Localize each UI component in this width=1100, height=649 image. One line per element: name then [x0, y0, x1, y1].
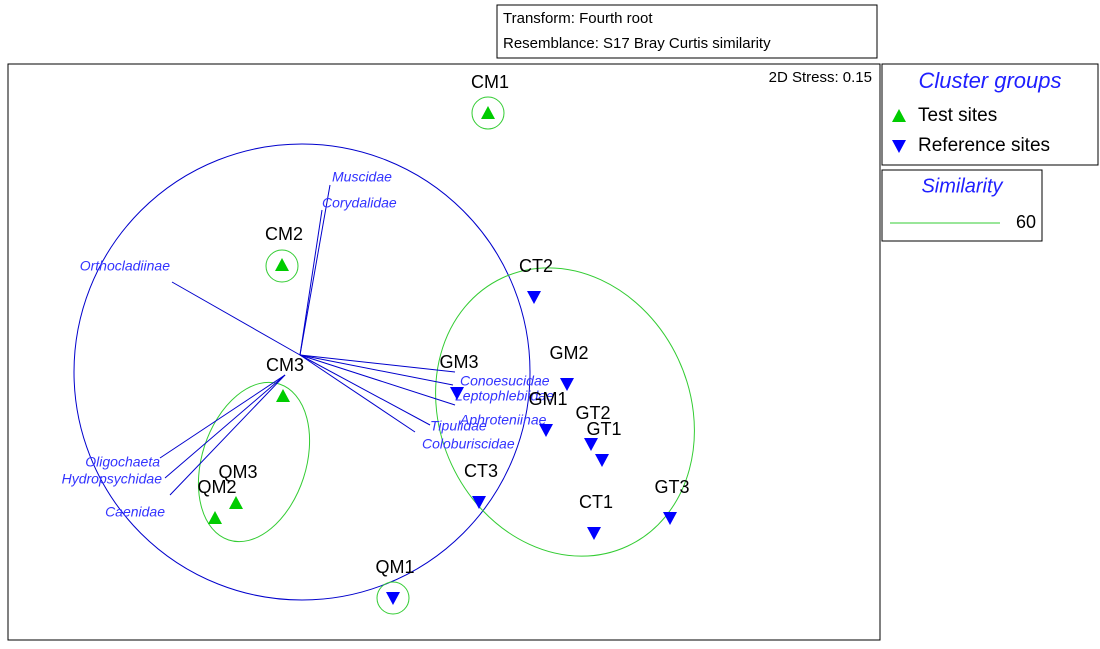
site-label: GT1 [586, 419, 621, 439]
similarity-label: 60 [1016, 212, 1036, 232]
similarity-contour [471, 96, 505, 130]
vector-line [299, 354, 431, 426]
site-marker [275, 258, 289, 271]
legend-title: Cluster groups [918, 68, 1061, 93]
vector-line [299, 354, 456, 406]
vector-label: Corydalidae [322, 195, 397, 211]
site-marker [386, 592, 400, 605]
site-label: GM1 [528, 389, 567, 409]
site-label: CT3 [464, 461, 498, 481]
vector-label: Caenidae [105, 504, 165, 520]
vector-line [169, 374, 286, 496]
site-label: CM1 [471, 72, 509, 92]
similarity-title: Similarity [921, 175, 1003, 197]
site-label: GT3 [654, 477, 689, 497]
vector-label: Oligochaeta [85, 454, 160, 470]
vector-label: Hydropsychidae [62, 471, 163, 487]
vector-line [299, 354, 456, 373]
legend-marker [892, 109, 906, 122]
resemblance-text: Resemblance: S17 Bray Curtis similarity [503, 35, 771, 52]
site-marker [587, 527, 601, 540]
legend-label: Test sites [918, 105, 997, 126]
site-label: CM2 [265, 224, 303, 244]
legend-box [881, 63, 1099, 166]
site-marker [527, 291, 541, 304]
site-label: CM3 [266, 355, 304, 375]
transform-text: Transform: Fourth root [503, 10, 653, 27]
vector-line [299, 209, 323, 356]
vector-label: Aphroteniinae [459, 412, 547, 428]
vector-line [159, 374, 286, 459]
site-marker [595, 454, 609, 467]
site-marker [481, 106, 495, 119]
site-marker [208, 511, 222, 524]
site-label: CT1 [579, 492, 613, 512]
vector-line [164, 374, 286, 479]
site-marker [560, 378, 574, 391]
similarity-contour [265, 249, 299, 283]
site-label: CT2 [519, 256, 553, 276]
vector-line [299, 184, 331, 356]
cluster-circle [73, 143, 531, 601]
legend-label: Reference sites [918, 135, 1050, 156]
similarity-contour [197, 381, 311, 543]
vector-label: Leptophlebiidae [455, 388, 554, 404]
site-label: QM1 [375, 557, 414, 577]
site-marker [276, 389, 290, 402]
site-label: QM2 [197, 477, 236, 497]
vector-label: Tipulidae [430, 418, 487, 434]
similarity-contour [435, 267, 695, 557]
site-label: GM3 [439, 352, 478, 372]
vector-label: Conoesucidae [460, 373, 550, 389]
site-marker [539, 424, 553, 437]
similarity-contour [376, 581, 410, 615]
stress-text: 2D Stress: 0.15 [769, 69, 872, 86]
vector-label: Orthocladiinae [80, 258, 170, 274]
vector-label: Coloburiscidae [422, 436, 515, 452]
legend-marker [892, 140, 906, 153]
site-marker [584, 438, 598, 451]
site-label: QM3 [218, 462, 257, 482]
site-marker [663, 512, 677, 525]
info-box [496, 4, 878, 59]
similarity-box [881, 169, 1043, 242]
vector-line [299, 354, 454, 386]
plot-frame [7, 63, 881, 641]
site-label: GM2 [549, 343, 588, 363]
site-marker [472, 496, 486, 509]
vector-label: Muscidae [332, 169, 392, 185]
site-marker [450, 387, 464, 400]
vector-line [171, 281, 301, 356]
site-label: GT2 [575, 403, 610, 423]
site-marker [229, 496, 243, 509]
vector-line [299, 354, 416, 433]
